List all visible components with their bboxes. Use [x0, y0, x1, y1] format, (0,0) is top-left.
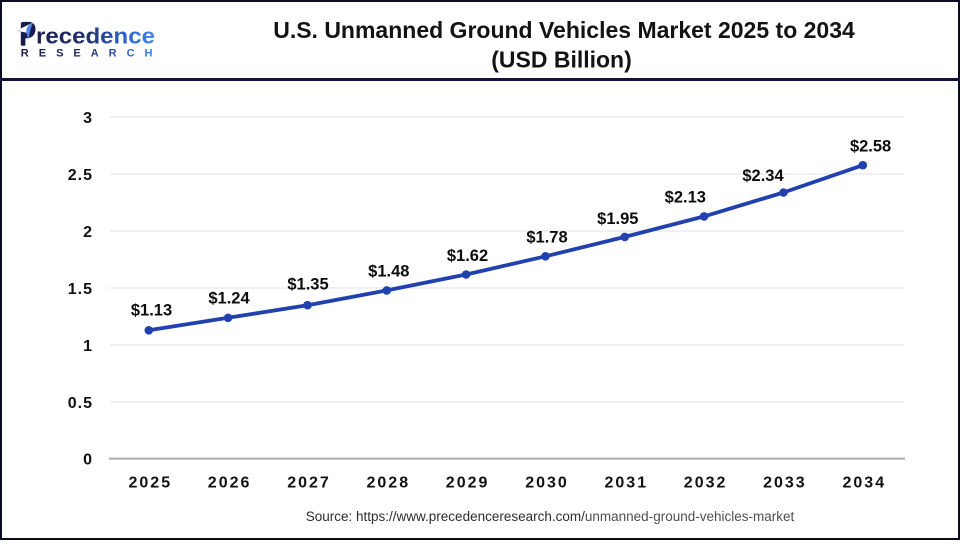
svg-text:$1.13: $1.13 [131, 302, 172, 320]
svg-text:2029: 2029 [446, 475, 490, 492]
svg-text:1.5: 1.5 [68, 281, 93, 298]
svg-text:2033: 2033 [763, 475, 807, 492]
svg-text:2027: 2027 [287, 475, 331, 492]
svg-text:2032: 2032 [684, 475, 728, 492]
svg-text:$2.13: $2.13 [665, 189, 706, 207]
svg-text:2: 2 [83, 224, 93, 241]
svg-text:$1.78: $1.78 [526, 229, 567, 247]
svg-text:recedence: recedence [36, 23, 155, 48]
svg-text:2025: 2025 [129, 475, 173, 492]
svg-text:$2.58: $2.58 [850, 137, 891, 155]
svg-text:$1.35: $1.35 [287, 276, 328, 294]
svg-text:$2.34: $2.34 [742, 167, 784, 185]
svg-text:2.5: 2.5 [68, 167, 93, 184]
svg-text:2030: 2030 [525, 475, 569, 492]
svg-text:RESEARCH: RESEARCH [21, 48, 153, 60]
svg-text:0.5: 0.5 [68, 395, 93, 412]
svg-text:2031: 2031 [605, 475, 649, 492]
svg-text:(USD Billion): (USD Billion) [491, 46, 632, 72]
svg-text:$1.24: $1.24 [208, 289, 250, 307]
svg-text:$1.62: $1.62 [447, 247, 488, 265]
svg-text:2026: 2026 [208, 475, 252, 492]
svg-text:1: 1 [83, 338, 93, 355]
svg-text:0: 0 [83, 451, 93, 468]
svg-text:U.S. Unmanned Ground Vehicles: U.S. Unmanned Ground Vehicles Market 202… [273, 17, 855, 43]
svg-text:Source: https://www.precedence: Source: https://www.precedenceresearch.c… [306, 509, 795, 524]
svg-text:2034: 2034 [843, 475, 887, 492]
svg-text:3: 3 [83, 110, 93, 127]
svg-text:2028: 2028 [367, 475, 411, 492]
svg-text:$1.95: $1.95 [597, 210, 638, 228]
svg-text:$1.48: $1.48 [368, 263, 409, 281]
